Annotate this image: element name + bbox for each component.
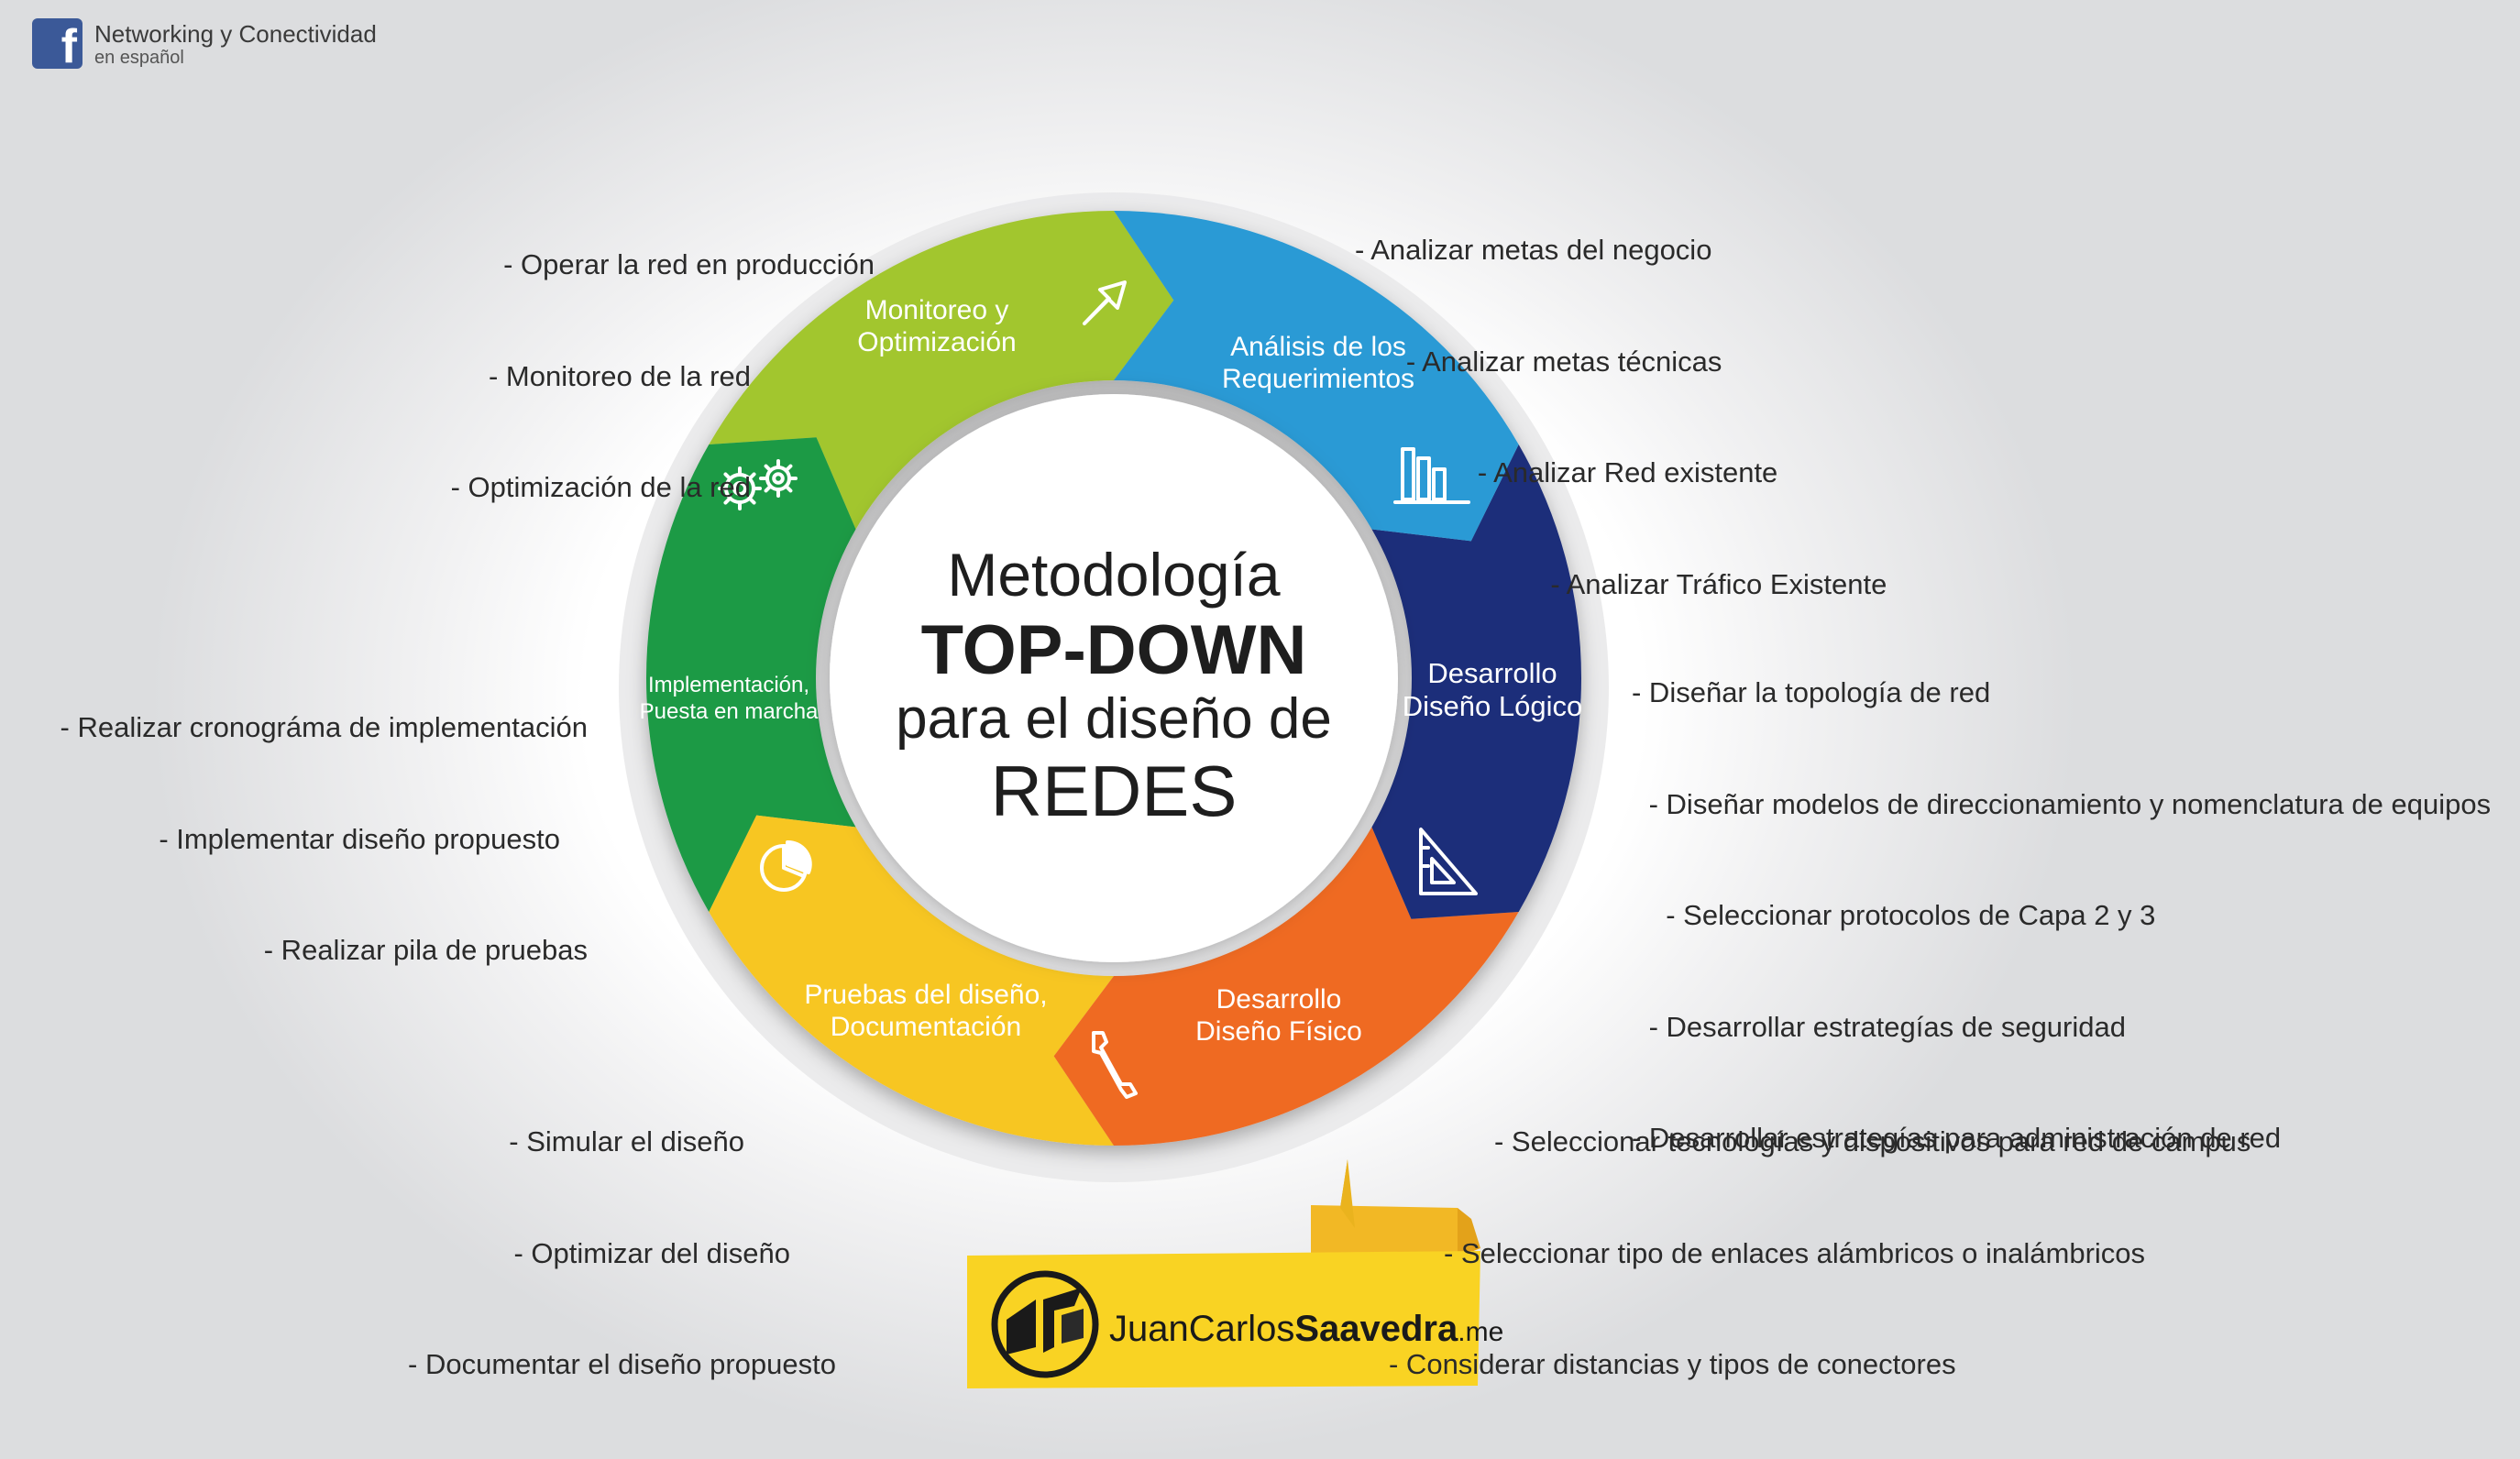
note-line: - Seleccionar tecnologías y dispositivos…: [1494, 1125, 2251, 1157]
note-line: - Realizar pila de pruebas: [263, 934, 588, 966]
note-line: - Desarrollar estrategías para administr…: [1632, 1122, 2282, 1154]
center-disk: [830, 394, 1398, 962]
svg-text:JuanCarlosSaavedra.me: JuanCarlosSaavedra.me: [1109, 1309, 1503, 1349]
note-line: - Implementar diseño propuesto: [159, 822, 560, 855]
segment-label-monitoreo: Monitoreo y Optimización: [857, 295, 1016, 357]
author-logo: JuanCarlosSaavedra.me: [967, 1159, 1503, 1388]
author-name-suffix: .me: [1458, 1317, 1503, 1347]
brand-name: Networking y Conectividad: [94, 20, 377, 48]
segment-fisico: [1053, 827, 1519, 1146]
brand-subtitle: en español: [94, 48, 184, 68]
segment-label-implementacion: Implementación, Puesta en marcha: [640, 673, 819, 724]
note-line: - Seleccionar protocolos de Capa 2 y 3: [1650, 899, 2156, 931]
note-line: - Analizar metas del negocio: [1355, 234, 1712, 266]
note-line: - Optimizar del diseño: [513, 1236, 790, 1269]
note-line: - Seleccionar tipo de enlaces alámbricos…: [1444, 1236, 2146, 1269]
note-line: - Monitoreo de la red: [488, 359, 751, 392]
segment-label-logico: Desarrollo Diseño Lógico: [1403, 657, 1582, 722]
segment-logico: [1371, 444, 1582, 919]
note-line: - Analizar Tráfico Existente: [1456, 567, 1887, 600]
segment-label-analisis: Análisis de los Requerimientos: [1222, 332, 1414, 394]
note-line: - Diseñar modelos de direccionamiento y …: [1641, 787, 2492, 820]
center-title-line3: para el diseño de: [896, 687, 1332, 751]
facebook-icon: f: [32, 18, 83, 73]
segment-label-fisico: Desarrollo Diseño Físico: [1195, 984, 1362, 1047]
author-name-regular: JuanCarlos: [1109, 1309, 1294, 1349]
note-line: - Desarrollar estrategías de seguridad: [1641, 1010, 2126, 1043]
segment-implementacion: [646, 437, 856, 912]
wrench-icon: [1092, 1031, 1138, 1099]
gears-icon: [718, 459, 798, 510]
note-line: - Optimización de la red: [450, 471, 751, 503]
center-title-line2: TOP-DOWN: [921, 611, 1307, 689]
center-title-line1: Metodología: [947, 541, 1281, 609]
notes-logico: - Diseñar la topología de red - Diseñar …: [1632, 600, 2491, 1194]
note-line: - Documentar el diseño propuesto: [408, 1348, 836, 1380]
arrow-up-right-icon: [1083, 280, 1127, 325]
notes-fisico: - Seleccionar tecnologías y dispositivos…: [1389, 1049, 2250, 1421]
center-title-line4: REDES: [991, 751, 1238, 831]
note-line: - Operar la red en producción: [503, 248, 875, 280]
notes-pruebas: - Simular el diseño - Optimizar del dise…: [408, 1049, 836, 1421]
pie-chart-icon: [760, 839, 812, 892]
author-name-bold: Saavedra: [1294, 1309, 1458, 1349]
notes-monitoreo: - Operar la red en producción - Monitore…: [451, 172, 875, 543]
segment-label-pruebas: Pruebas del diseño, Documentación: [804, 980, 1047, 1042]
note-line: - Analizar metas técnicas: [1382, 345, 1722, 378]
segment-pruebas: [709, 815, 1114, 1146]
segment-monitoreo: [709, 211, 1174, 530]
notes-analisis: - Analizar metas del negocio - Analizar …: [1355, 158, 1887, 641]
set-square-icon: [1419, 828, 1478, 895]
note-line: - Realizar cronográma de implementación: [60, 711, 588, 743]
bar-chart-icon: [1393, 447, 1470, 504]
note-line: - Diseñar la topología de red: [1632, 676, 1991, 708]
note-line: - Simular el diseño: [509, 1125, 744, 1157]
note-line: - Considerar distancias y tipos de conec…: [1389, 1348, 1956, 1380]
notes-implementacion: - Realizar cronográma de implementación …: [61, 635, 588, 1006]
jcs-monogram-icon: [991, 1270, 1099, 1378]
note-line: - Analizar Red existente: [1414, 456, 1778, 488]
